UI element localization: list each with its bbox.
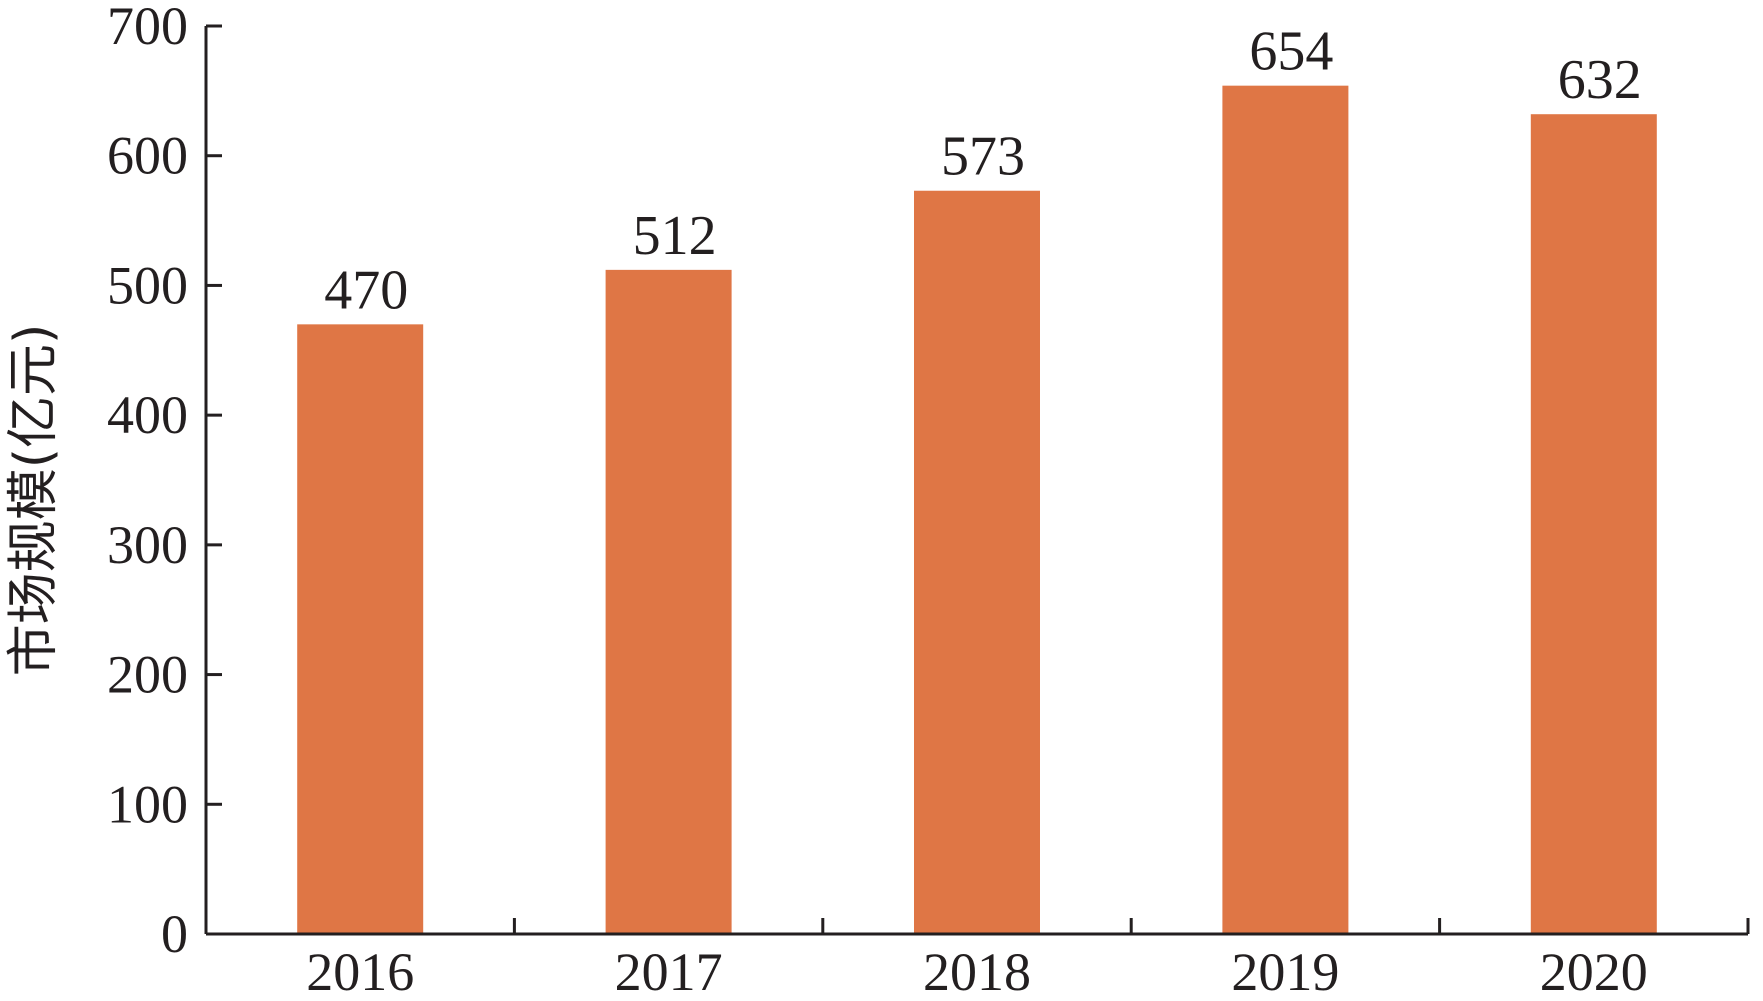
y-tick-label: 600 bbox=[107, 126, 188, 186]
data-labels: 470 512 573 654 632 bbox=[324, 21, 1642, 322]
bar-2020 bbox=[1530, 114, 1657, 935]
bar-2019 bbox=[1222, 85, 1349, 934]
bar-2018 bbox=[914, 190, 1040, 935]
bar-2017 bbox=[605, 269, 732, 934]
y-tick-label: 700 bbox=[107, 0, 188, 56]
y-tick-label: 100 bbox=[107, 774, 188, 834]
data-label-2019: 654 bbox=[1249, 21, 1333, 83]
bar-2016 bbox=[297, 324, 424, 934]
y-axis-title: 市场规模(亿元) bbox=[4, 324, 64, 677]
data-label-2020: 632 bbox=[1558, 49, 1642, 111]
x-tick-label-2017: 2017 bbox=[615, 942, 723, 1001]
x-tick-label-2016: 2016 bbox=[306, 942, 414, 1001]
y-tick-label: 300 bbox=[107, 515, 188, 575]
x-tick-label-2019: 2019 bbox=[1231, 942, 1339, 1001]
x-tick-label-2020: 2020 bbox=[1540, 942, 1648, 1001]
x-tick-label-2018: 2018 bbox=[923, 942, 1031, 1001]
y-tick-label: 500 bbox=[107, 255, 188, 315]
y-axis-ticks: 0 100 200 300 400 500 600 700 bbox=[107, 0, 222, 964]
data-label-2016: 470 bbox=[324, 259, 408, 321]
y-tick-label: 400 bbox=[107, 385, 188, 445]
y-tick-label: 0 bbox=[161, 904, 188, 964]
axes-layer bbox=[204, 26, 1748, 936]
data-label-2018: 573 bbox=[941, 126, 1025, 188]
data-label-2017: 512 bbox=[633, 205, 717, 267]
bars-layer bbox=[297, 85, 1657, 935]
y-tick-label: 200 bbox=[107, 645, 188, 705]
x-axis-ticks: 2016 2017 2018 2019 2020 bbox=[306, 918, 1750, 1001]
